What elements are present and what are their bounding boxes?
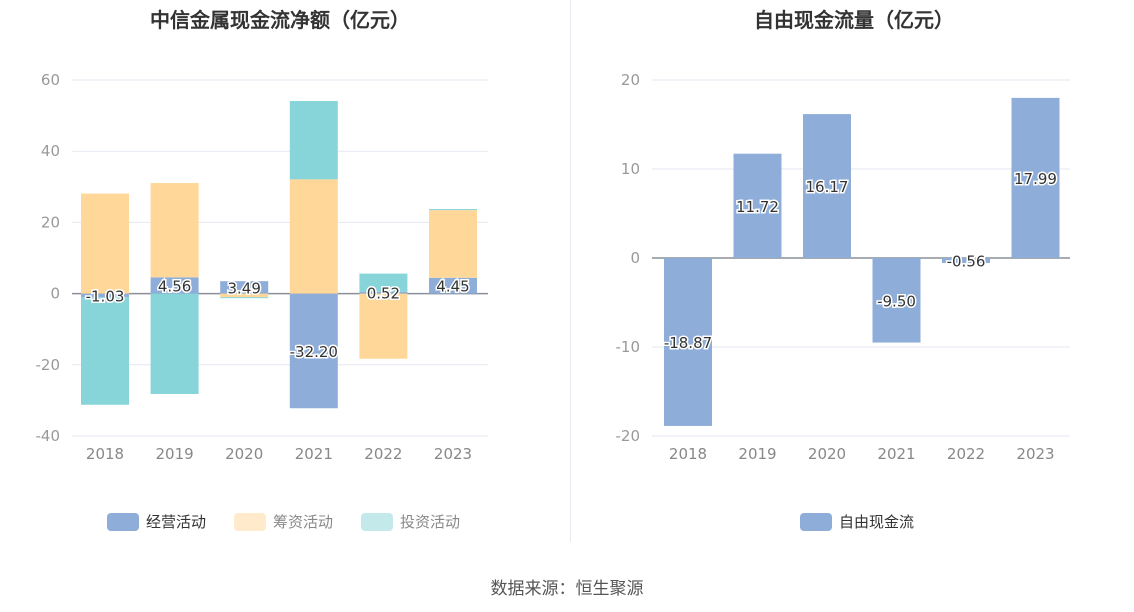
bar-经营活动: [289, 293, 338, 409]
bar-自由现金流: [1011, 97, 1060, 258]
data-label: -0.56: [947, 252, 986, 270]
data-label: -32.20: [290, 343, 338, 361]
data-label: 17.99: [1014, 170, 1057, 188]
data-label: -9.50: [877, 292, 916, 310]
bar-投资活动: [81, 297, 129, 405]
bar-经营活动: [150, 277, 199, 294]
bar-投资活动: [220, 297, 269, 299]
x-tick-label: 2020: [225, 445, 263, 463]
x-tick-label: 2022: [947, 445, 985, 463]
x-tick-label: 2019: [156, 445, 194, 463]
left-chart-title: 中信金属现金流净额（亿元）: [150, 8, 410, 32]
bar-筹资活动: [220, 293, 269, 298]
y-tick-label: 60: [41, 71, 60, 89]
x-tick-label: 2018: [669, 445, 707, 463]
data-label: 4.56: [158, 277, 191, 295]
bar-筹资活动: [81, 193, 129, 294]
bar-筹资活动: [150, 183, 199, 278]
bar-投资活动: [150, 293, 199, 394]
bar-筹资活动: [429, 210, 477, 278]
legend-label: 经营活动: [146, 513, 206, 531]
x-tick-label: 2023: [1016, 445, 1054, 463]
legend-swatch: [234, 513, 266, 531]
bar-经营活动: [81, 293, 129, 298]
bar-投资活动: [359, 273, 408, 292]
x-tick-label: 2019: [738, 445, 776, 463]
x-tick-label: 2018: [86, 445, 124, 463]
bar-筹资活动: [289, 179, 338, 294]
y-tick-label: 20: [41, 213, 60, 231]
bar-自由现金流: [664, 258, 712, 426]
bar-自由现金流: [872, 258, 921, 343]
data-label: -1.03: [86, 287, 125, 305]
y-tick-label: -20: [36, 356, 61, 374]
legend-label: 投资活动: [400, 513, 460, 531]
y-tick-label: 20: [621, 71, 640, 89]
legend-swatch: [107, 513, 139, 531]
data-label: -18.87: [664, 334, 712, 352]
bar-投资活动: [289, 101, 338, 180]
y-tick-label: -40: [36, 427, 61, 445]
data-label: 0.52: [367, 285, 400, 303]
data-label: 3.49: [227, 279, 260, 297]
x-tick-label: 2023: [434, 445, 472, 463]
divider: [570, 0, 571, 542]
right-chart-title: 自由现金流量（亿元）: [754, 8, 954, 32]
data-source: 数据来源：恒生聚源: [490, 579, 644, 599]
y-tick-label: -10: [616, 338, 641, 356]
y-tick-label: 0: [630, 249, 640, 267]
y-tick-label: 0: [50, 285, 60, 303]
data-label: 4.45: [436, 278, 469, 296]
y-tick-label: 40: [41, 142, 60, 160]
legend-swatch: [800, 513, 832, 531]
x-tick-label: 2020: [808, 445, 846, 463]
legend-label: 自由现金流: [839, 513, 914, 531]
legend-label: 筹资活动: [273, 513, 333, 531]
bar-投资活动: [429, 209, 477, 211]
bar-自由现金流: [803, 114, 851, 258]
x-tick-label: 2021: [877, 445, 915, 463]
bar-经营活动: [220, 281, 269, 294]
data-label: 11.72: [736, 198, 779, 216]
legend-swatch: [361, 513, 393, 531]
bar-自由现金流: [942, 258, 990, 263]
x-tick-label: 2021: [295, 445, 333, 463]
y-tick-label: -20: [616, 427, 641, 445]
bar-经营活动: [359, 291, 408, 294]
y-tick-label: 10: [621, 160, 640, 178]
bar-自由现金流: [733, 153, 782, 258]
x-tick-label: 2022: [364, 445, 402, 463]
data-label: 16.17: [806, 178, 849, 196]
bar-筹资活动: [359, 293, 408, 359]
bar-经营活动: [429, 277, 477, 294]
